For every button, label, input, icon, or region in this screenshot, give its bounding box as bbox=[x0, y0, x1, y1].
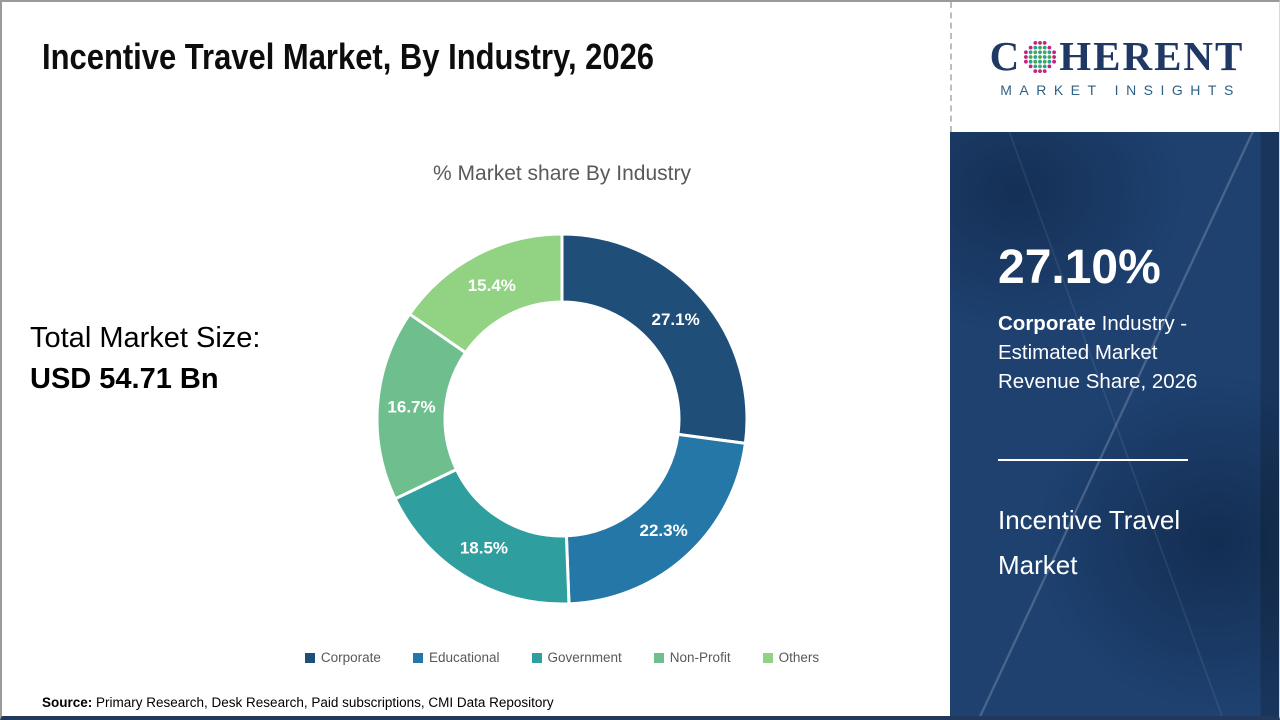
globe-dot bbox=[1028, 59, 1033, 64]
donut-label: 15.4% bbox=[468, 276, 516, 295]
globe-dot bbox=[1047, 64, 1052, 68]
logo-letter-c: C bbox=[989, 33, 1022, 79]
globe-dot bbox=[1038, 45, 1043, 49]
divider bbox=[998, 459, 1188, 461]
globe-dot bbox=[1024, 49, 1029, 54]
legend-swatch-icon bbox=[304, 652, 315, 663]
globe-dot bbox=[1043, 40, 1047, 45]
globe-dot bbox=[1028, 45, 1033, 49]
total-market-size-value: USD 54.71 Bn bbox=[30, 363, 219, 395]
globe-dot bbox=[1033, 59, 1038, 64]
logo-wordmark: C HERENT bbox=[990, 36, 1245, 77]
total-market-size-label: Total Market Size: bbox=[30, 322, 261, 354]
legend-label: Corporate bbox=[320, 650, 381, 665]
globe-dot bbox=[1028, 49, 1033, 54]
legend-label: Others bbox=[778, 650, 820, 665]
globe-dot bbox=[1052, 59, 1057, 64]
globe-dot bbox=[1038, 54, 1043, 59]
donut-label: 16.7% bbox=[387, 398, 435, 417]
globe-dot bbox=[1047, 54, 1052, 59]
legend-label: Non-Profit bbox=[669, 650, 731, 665]
donut-segment-government bbox=[393, 467, 571, 606]
logo-letters-herent: HERENT bbox=[1059, 33, 1245, 79]
globe-dot bbox=[1043, 49, 1047, 54]
legend-item-corporate: Corporate bbox=[304, 650, 381, 665]
legend-swatch-icon bbox=[762, 652, 773, 663]
globe-dot bbox=[1028, 64, 1033, 68]
donut-label: 27.1% bbox=[651, 310, 699, 329]
brand-logo: C HERENT MARKET INSIGHTS bbox=[950, 2, 1279, 132]
globe-dot bbox=[1047, 49, 1052, 54]
chart-legend: Corporate Educational Government Non-Profit… bbox=[172, 650, 952, 665]
page-title: Incentive Travel Market, By Industry, 20… bbox=[42, 36, 655, 77]
legend-item-non-profit: Non-Profit bbox=[653, 650, 731, 665]
highlight-percentage: 27.10% bbox=[998, 241, 1161, 294]
donut-chart: 27.1% 22.3% 18.5% 16.7% 15.4% bbox=[375, 232, 749, 606]
globe-dot bbox=[1028, 54, 1033, 59]
donut-segment-others bbox=[408, 232, 564, 355]
legend-item-educational: Educational bbox=[412, 650, 500, 665]
globe-dot bbox=[1033, 40, 1038, 45]
source-text: Primary Research, Desk Research, Paid su… bbox=[92, 695, 554, 710]
donut-label: 18.5% bbox=[460, 539, 508, 558]
globe-dot bbox=[1047, 59, 1052, 64]
globe-dot bbox=[1043, 54, 1047, 59]
globe-dot bbox=[1052, 49, 1057, 54]
legend-label: Government bbox=[547, 650, 622, 665]
legend-item-others: Others bbox=[762, 650, 820, 665]
globe-dot bbox=[1052, 54, 1057, 59]
globe-dot bbox=[1038, 64, 1043, 68]
legend-item-government: Government bbox=[531, 650, 622, 665]
globe-dot bbox=[1024, 59, 1029, 64]
globe-dot bbox=[1043, 45, 1047, 49]
globe-dot bbox=[1038, 59, 1043, 64]
globe-dot bbox=[1038, 49, 1043, 54]
legend-swatch-icon bbox=[412, 652, 423, 663]
globe-icon bbox=[1024, 40, 1057, 73]
highlight-segment-name: Corporate bbox=[998, 312, 1096, 335]
globe-dot bbox=[1043, 68, 1047, 73]
highlight-description-rest: Industry - Estimated Market Revenue Shar… bbox=[998, 312, 1198, 393]
globe-dot bbox=[1038, 40, 1043, 45]
globe-dot bbox=[1043, 59, 1047, 64]
highlight-description: Corporate Industry - Estimated Market Re… bbox=[998, 309, 1226, 396]
donut-label: 22.3% bbox=[639, 521, 687, 540]
source-label: Source: bbox=[42, 695, 93, 710]
globe-dot bbox=[1038, 68, 1043, 73]
legend-swatch-icon bbox=[531, 652, 542, 663]
total-market-size: Total Market Size: USD 54.71 Bn bbox=[30, 322, 260, 396]
globe-dot bbox=[1043, 64, 1047, 68]
legend-swatch-icon bbox=[653, 652, 664, 663]
legend-label: Educational bbox=[428, 650, 500, 665]
logo-subtext: MARKET INSIGHTS bbox=[1000, 82, 1241, 98]
market-name: Incentive Travel Market bbox=[998, 505, 1181, 580]
sidebar: 27.10% Corporate Industry - Estimated Ma… bbox=[950, 132, 1279, 716]
chart-title: % Market share By Industry bbox=[433, 162, 691, 185]
globe-dot bbox=[1033, 54, 1038, 59]
globe-dot bbox=[1024, 54, 1029, 59]
globe-dot bbox=[1033, 64, 1038, 68]
globe-dot bbox=[1033, 45, 1038, 49]
donut-segment-corporate bbox=[560, 232, 749, 445]
globe-dot bbox=[1047, 45, 1052, 49]
globe-dot bbox=[1033, 68, 1038, 73]
globe-dot bbox=[1033, 49, 1038, 54]
donut-segment-educational bbox=[564, 432, 747, 606]
source-note: Source: Primary Research, Desk Research,… bbox=[42, 695, 554, 710]
